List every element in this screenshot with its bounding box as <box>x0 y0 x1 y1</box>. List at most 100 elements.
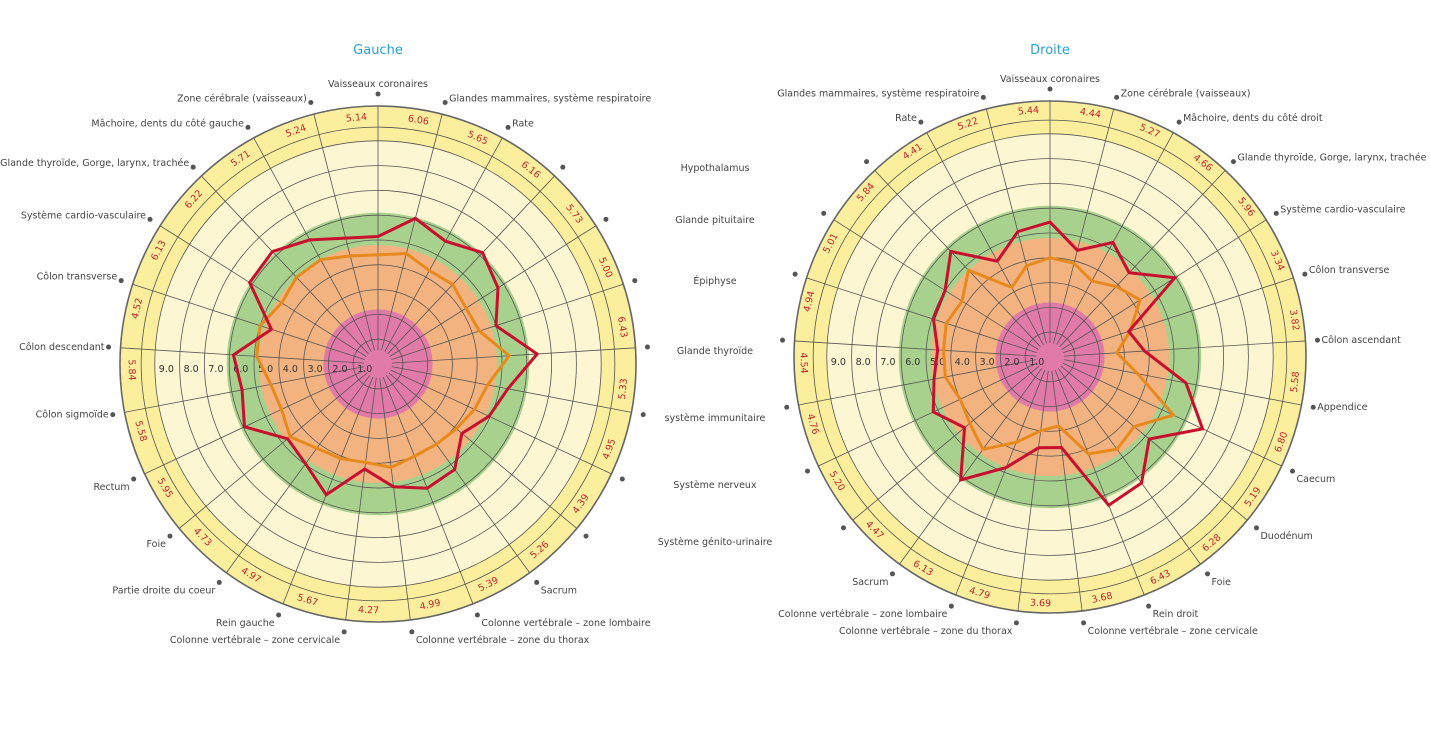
axis-spoke <box>226 375 371 573</box>
axis-spoke <box>955 369 1046 596</box>
axis-dot <box>505 124 511 130</box>
axis-spoke <box>144 369 366 475</box>
axis-spoke <box>1063 340 1306 357</box>
axis-dot <box>784 404 790 410</box>
tick-label: 9.0 <box>159 364 174 375</box>
value-label: 6.06 <box>407 113 430 127</box>
axis-label: Sacrum <box>541 585 577 596</box>
axis-dot <box>110 412 116 418</box>
axis-dot <box>583 533 589 539</box>
axis-dot <box>190 164 196 170</box>
axis-spoke <box>391 366 632 413</box>
axis-label: Duodénum <box>1260 531 1312 542</box>
axis-dot <box>603 216 609 222</box>
chart-title: Droite <box>1030 43 1070 58</box>
axis-spoke <box>1061 219 1267 350</box>
axis-spoke <box>385 375 530 573</box>
axis-dot <box>375 91 381 97</box>
axis-spoke <box>388 372 578 529</box>
chart-title: Gauche <box>353 43 403 58</box>
axis-spoke <box>379 377 411 621</box>
axis-spoke <box>806 277 1037 354</box>
tick-label: 5.0 <box>258 364 273 375</box>
axis-label: Sacrum <box>852 577 888 588</box>
axis-label: Foie <box>1212 577 1232 588</box>
value-label: 5.44 <box>1017 105 1039 118</box>
axis-spoke <box>387 175 555 355</box>
axis-dot <box>474 612 480 618</box>
tick-label: 1.0 <box>357 364 372 375</box>
axis-label: Rate <box>895 113 917 124</box>
axis-spoke <box>313 114 375 351</box>
axis-label: Colonne vertébrale – zone lombaire <box>481 618 650 629</box>
axis-spoke <box>389 225 597 357</box>
axis-dot <box>1230 159 1236 165</box>
tick-label: 3.0 <box>980 357 995 368</box>
axis-label: Système cardio-vasculaire <box>21 210 146 221</box>
axis-spoke <box>833 219 1039 350</box>
axis-spoke <box>391 347 636 364</box>
axis-label: Zone cérébrale (vaisseaux) <box>177 93 307 104</box>
shared-axis-label: Système nerveux <box>673 480 757 491</box>
axis-dot <box>1047 86 1053 92</box>
axis-label: Zone cérébrale (vaisseaux) <box>1121 88 1251 99</box>
axis-spoke <box>382 376 474 605</box>
tick-label: 7.0 <box>880 357 895 368</box>
axis-spoke <box>1063 277 1294 354</box>
value-label: 4.54 <box>798 352 810 373</box>
axis-label: Glandes mammaires, système respiratoire <box>449 93 651 104</box>
axis-spoke <box>985 108 1047 344</box>
axis-dot <box>147 216 153 222</box>
axis-dot <box>1302 271 1308 277</box>
axis-spoke <box>1017 370 1049 612</box>
axis-spoke <box>282 376 374 605</box>
tick-label: 9.0 <box>831 357 846 368</box>
axis-dot <box>1081 620 1087 626</box>
axis-label: Rein droit <box>1153 609 1199 620</box>
axis-spoke <box>345 377 377 621</box>
axis-spoke <box>818 362 1038 467</box>
axis-dot <box>1253 525 1259 531</box>
axis-label: Côlon ascendant <box>1321 335 1401 346</box>
axis-label: Mâchoire, dents du côté droit <box>1183 113 1323 124</box>
axis-dot <box>118 278 124 284</box>
axis-label: Glande thyroïde, Gorge, larynx, trachée <box>1237 153 1426 164</box>
axis-spoke <box>132 283 365 361</box>
value-label: 6.43 <box>615 316 629 339</box>
axis-dot <box>1310 404 1316 410</box>
axis-dot <box>560 164 566 170</box>
value-label: 4.27 <box>358 605 380 617</box>
axis-dot <box>1205 571 1211 577</box>
axis-dot <box>1013 620 1019 626</box>
axis-label: Colonne vertébrale – zone cervicale <box>1088 626 1258 637</box>
series-line-secondary <box>942 256 1177 456</box>
axis-dot <box>245 124 251 130</box>
axis-spoke <box>120 347 365 364</box>
series-line-secondary <box>255 251 512 469</box>
axis-dot <box>805 468 811 474</box>
axis-dot <box>216 579 222 585</box>
axis-dot <box>918 119 924 125</box>
axis-dot <box>106 344 112 350</box>
axis-dot <box>1176 119 1182 125</box>
axis-dot <box>341 629 347 635</box>
axis-spoke <box>899 368 1043 565</box>
shared-axis-label: système immunitaire <box>664 413 766 424</box>
axis-label: Colonne vertébrale – zone du thorax <box>416 635 590 646</box>
axis-dot <box>619 476 625 482</box>
axis-dot <box>1314 337 1320 343</box>
axis-spoke <box>1051 370 1083 612</box>
axis-spoke <box>1063 359 1302 406</box>
value-label: 5.84 <box>126 359 138 380</box>
axis-spoke <box>1059 170 1226 348</box>
axis-dot <box>841 525 847 531</box>
tick-label: 7.0 <box>208 364 223 375</box>
axis-dot <box>640 412 646 418</box>
tick-label: 6.0 <box>233 364 248 375</box>
axis-spoke <box>381 114 443 351</box>
axis-spoke <box>384 137 503 352</box>
axis-spoke <box>794 340 1037 357</box>
axis-dot <box>409 629 415 635</box>
axis-dot <box>534 579 540 585</box>
